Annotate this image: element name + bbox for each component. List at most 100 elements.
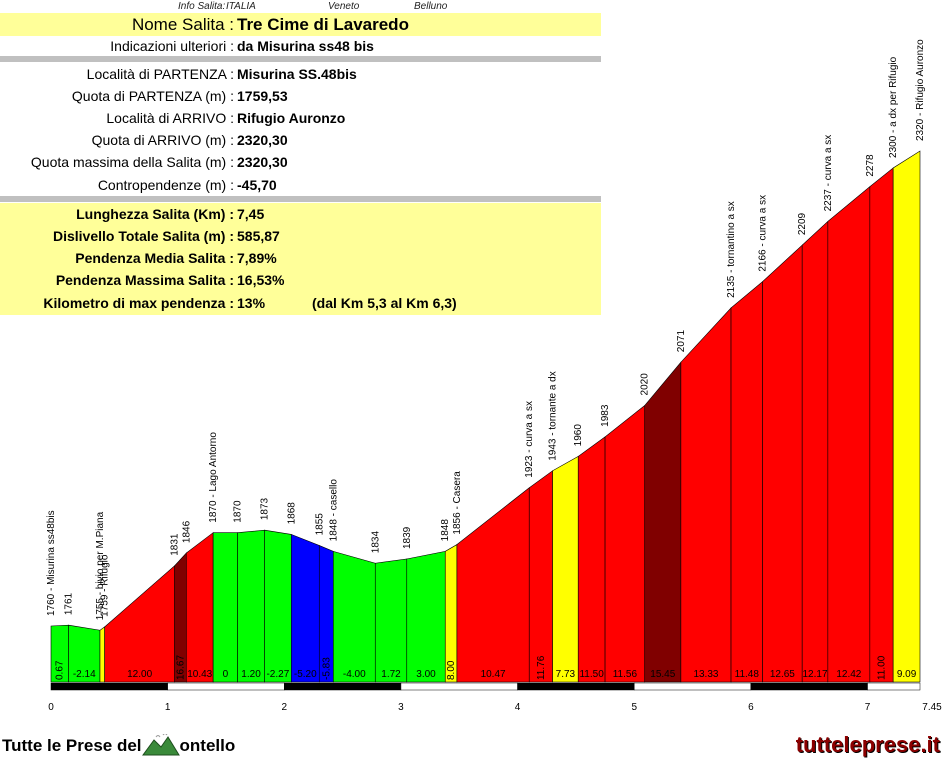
profile-segment: [374, 558, 408, 683]
point-label: 1983: [600, 404, 611, 427]
grade-label: 13.33: [693, 669, 718, 680]
point-label: 2209: [797, 212, 808, 235]
info-label: Quota di ARRIVO (m) :: [91, 132, 234, 148]
info-header: Info Salita: ITALIA Veneto Belluno: [0, 1, 600, 13]
info-row-directions: Indicazioni ulteriori : da Misurina ss48…: [0, 36, 601, 56]
km-tick-label: 7: [865, 702, 871, 713]
km-tick-label: 2: [282, 702, 288, 713]
info-row-start-altitude: Quota di PARTENZA (m) : 1759,53: [0, 85, 601, 107]
grade-label: 7.73: [556, 669, 576, 680]
profile-segment: [762, 244, 803, 683]
info-value: -45,70: [237, 177, 277, 193]
info-value: 7,89%: [237, 250, 277, 266]
footer-brand: Tutte le Prese del ontello: [2, 734, 235, 756]
grade-label: 10.43: [187, 669, 212, 680]
info-label: Nome Salita :: [131, 14, 234, 34]
info-value: Tre Cime di Lavaredo: [237, 14, 409, 34]
km-scale-band: [400, 682, 518, 691]
footer-brand-text-b: ontello: [179, 736, 236, 755]
info-header-region: Veneto: [328, 1, 360, 12]
point-label: 2320 - Rifugio Auronzo: [915, 39, 926, 141]
point-label: 1759 - Rifugio: [100, 554, 111, 617]
info-label: Lunghezza Salita (Km) :: [76, 206, 234, 222]
profile-segment: [869, 167, 894, 683]
point-label: 1873: [259, 497, 270, 520]
grade-label: 12.17: [803, 669, 828, 680]
km-scale-band: [867, 682, 921, 691]
info-row-elevation-gain: Dislivello Totale Salita (m) : 585,87: [0, 225, 601, 247]
info-value: Misurina SS.48bis: [237, 66, 357, 82]
info-label: Località di PARTENZA :: [86, 66, 234, 82]
info-header-province: Belluno: [414, 1, 448, 12]
km-tick-label: 0: [48, 702, 54, 713]
grade-label: 1.72: [381, 669, 401, 680]
grade-label: 0.67: [55, 660, 66, 680]
km-tick-label: 4: [515, 702, 521, 713]
grade-label: 10.47: [481, 669, 506, 680]
info-label: Località di ARRIVO :: [106, 110, 234, 126]
km-tick-label: 7.45: [922, 702, 942, 713]
info-header-country: ITALIA: [226, 1, 256, 12]
info-label: Quota di PARTENZA (m) :: [71, 88, 234, 104]
grade-label: 11.00: [877, 655, 888, 680]
info-value: da Misurina ss48 bis: [237, 38, 374, 54]
profile-segment: [290, 533, 320, 683]
grade-label: -2.27: [266, 669, 289, 680]
info-row-max-grade: Pendenza Massima Salita : 16,53%: [0, 269, 601, 291]
point-label: 1848 - casello: [328, 479, 339, 542]
km-tick-label: 3: [398, 702, 404, 713]
profile-segment: [104, 565, 175, 683]
grade-label: -2.14: [73, 669, 96, 680]
info-label: Contropendenze (m) :: [97, 177, 234, 193]
info-separator: [0, 56, 601, 62]
point-label: 2166 - curva a sx: [758, 195, 769, 272]
profile-segment: [604, 404, 646, 683]
info-row-avg-grade: Pendenza Media Salita : 7,89%: [0, 247, 601, 269]
point-label: 1839: [402, 526, 413, 549]
info-header-label: Info Salita:: [178, 1, 226, 12]
point-label: 1923 - curva a sx: [524, 401, 535, 478]
grade-label: 0: [223, 669, 229, 680]
km-scale-band: [633, 682, 752, 691]
point-label: 1868: [286, 502, 297, 525]
km-tick-label: 5: [631, 702, 637, 713]
info-row-length: Lunghezza Salita (Km) : 7,45: [0, 203, 601, 225]
point-label: 1870 - Lago Antorno: [208, 432, 219, 523]
point-label: 1760 - Misurina ss48bis: [46, 510, 57, 616]
profile-segment: [528, 470, 553, 683]
point-label: 1848: [440, 519, 451, 542]
grade-label: 11.50: [579, 669, 604, 680]
point-label: 1846: [181, 520, 192, 543]
point-label: 1761: [63, 592, 74, 615]
profile-segment: [456, 487, 530, 683]
grade-label: -5.83: [321, 657, 332, 680]
info-extra: (dal Km 5,3 al Km 6,3): [312, 295, 457, 311]
info-separator: [0, 196, 601, 202]
km-scale-band: [284, 682, 402, 691]
point-label: 1870: [233, 500, 244, 523]
info-value: Rifugio Auronzo: [237, 110, 346, 126]
point-label: 1943 - tornante a dx: [548, 371, 559, 461]
info-row-climb-name: Nome Salita : Tre Cime di Lavaredo: [0, 13, 601, 36]
profile-segment: [237, 529, 265, 683]
info-row-max-altitude: Quota massima della Salita (m) : 2320,30: [0, 151, 601, 173]
info-value: 13%: [237, 295, 266, 311]
grade-label: -5.20: [294, 669, 317, 680]
grade-label: 15.45: [650, 669, 675, 680]
profile-segment: [186, 532, 214, 683]
info-row-end-place: Località di ARRIVO : Rifugio Auronzo: [0, 107, 601, 129]
profile-segment: [552, 455, 579, 683]
km-tick-label: 1: [165, 702, 171, 713]
grade-label: 11.56: [613, 669, 638, 680]
point-label: 1855: [314, 513, 325, 536]
grade-label: 11.76: [536, 655, 547, 680]
point-label: 1834: [370, 531, 381, 554]
km-tick-label: 6: [748, 702, 754, 713]
info-row-counter-slopes: Contropendenze (m) : -45,70: [0, 174, 601, 196]
footer-site-name: tutteleprese.it: [795, 732, 940, 757]
info-label: Indicazioni ulteriori :: [110, 38, 234, 54]
km-scale-band: [167, 682, 285, 691]
km-scale-band: [750, 682, 868, 691]
profile-segment: [99, 626, 105, 683]
